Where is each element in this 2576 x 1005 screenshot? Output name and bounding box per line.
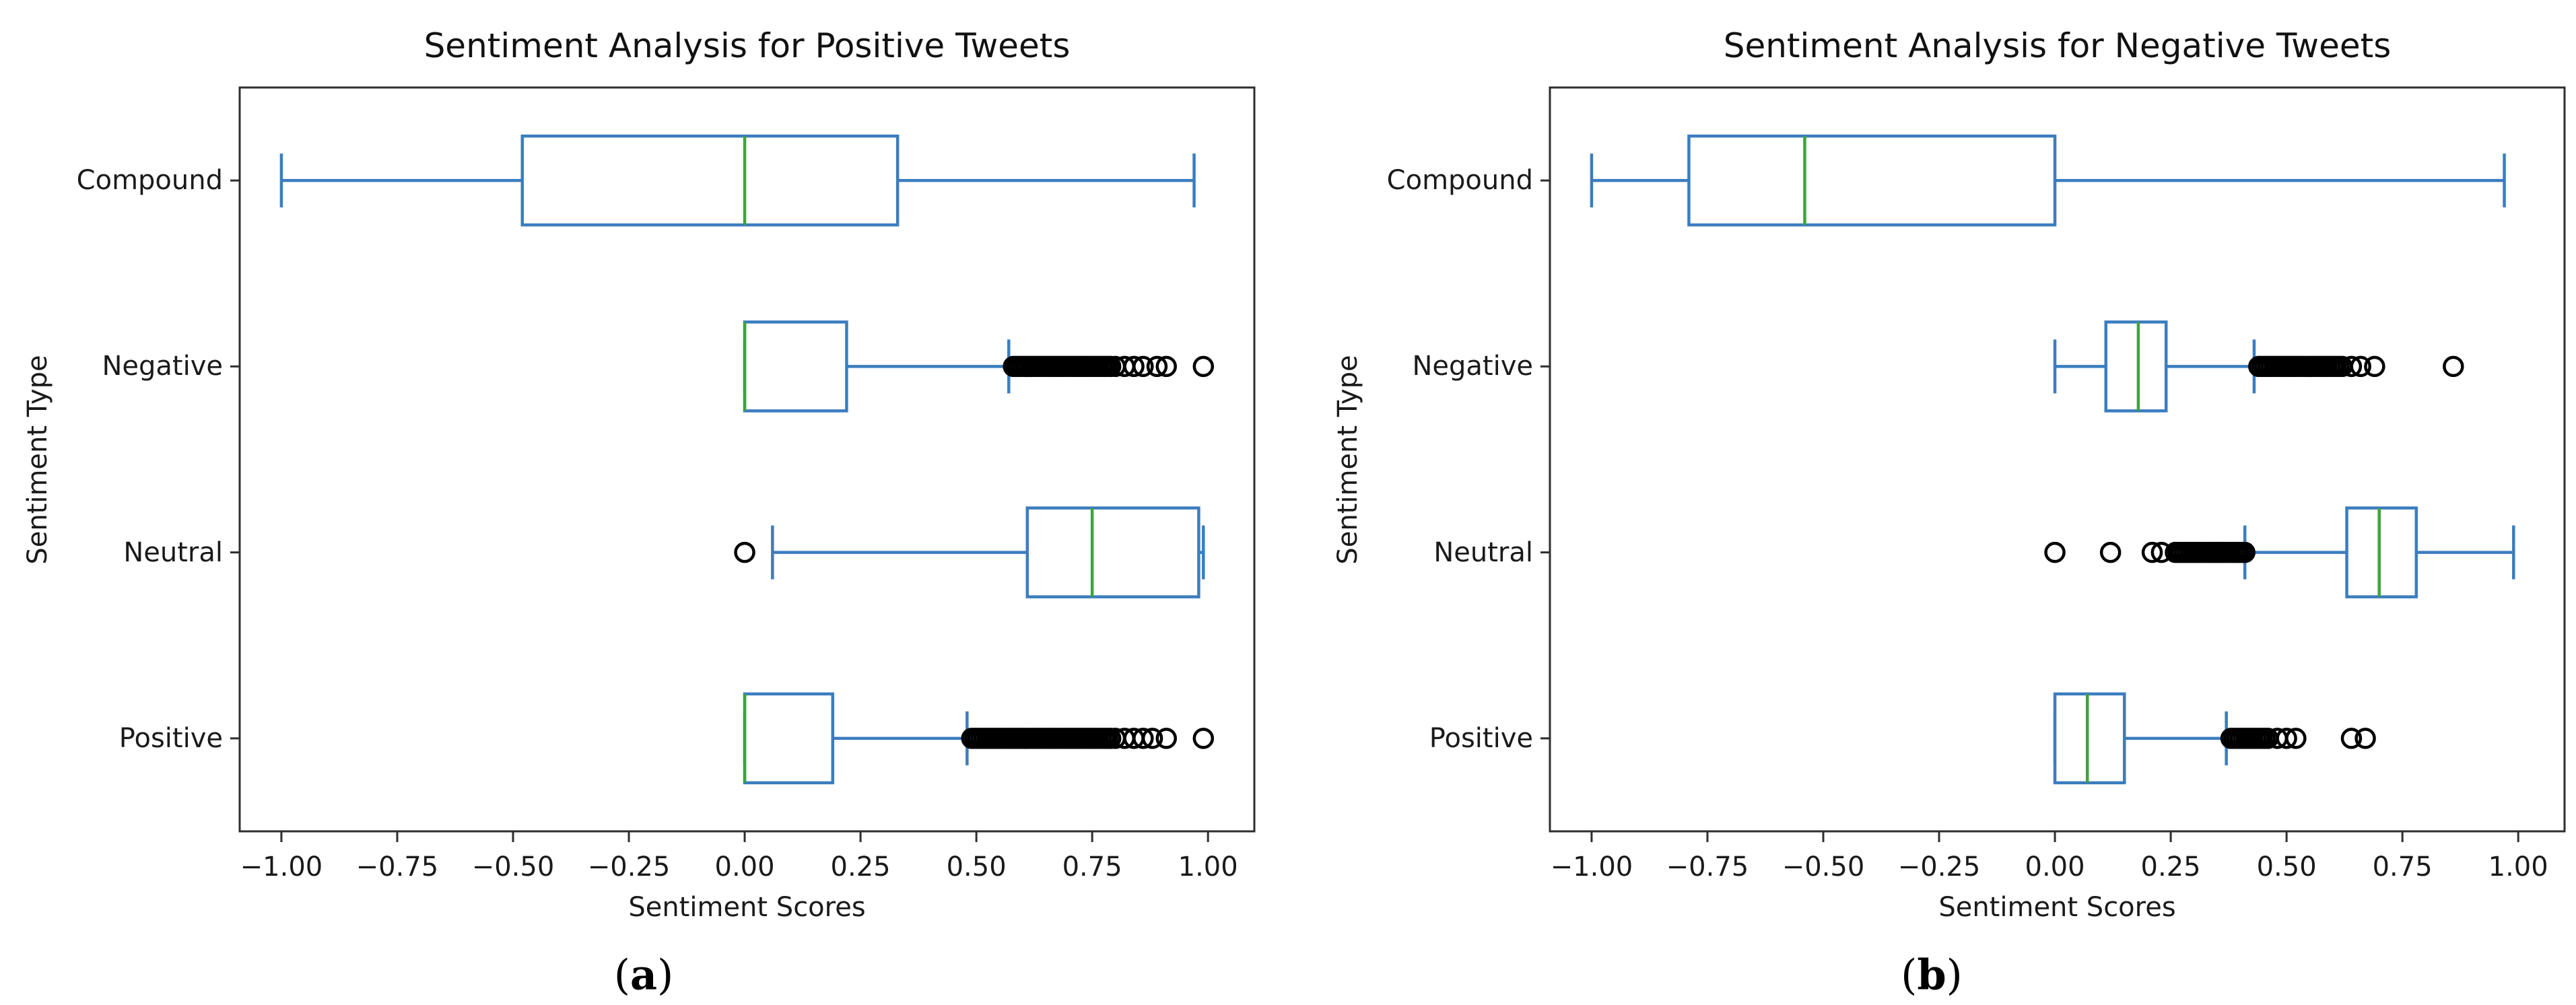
box-rect	[1025, 506, 1200, 598]
box-rect	[1687, 134, 2057, 227]
x-tick-label: 0.50	[2256, 852, 2317, 882]
x-tick-label: 0.00	[2025, 852, 2085, 882]
caption-open: (	[613, 950, 630, 1000]
x-tick-label: 0.25	[2140, 852, 2201, 882]
plot-border	[238, 86, 1256, 833]
outlier-point	[2285, 728, 2307, 749]
y-category-label: Neutral	[123, 536, 223, 568]
box-rect	[743, 320, 848, 413]
outlier-point	[2443, 355, 2464, 378]
outlier-point	[2141, 541, 2163, 563]
outlier-point	[2099, 541, 2122, 563]
chart-title: Sentiment Analysis for Negative Tweets	[1723, 26, 2392, 65]
x-axis-label: Sentiment Scores	[1938, 892, 2176, 923]
outlier-point	[1192, 355, 1215, 378]
x-tick-label: 0.00	[714, 852, 775, 882]
x-axis-label: Sentiment Scores	[628, 892, 866, 923]
x-tick-label: 0.25	[830, 852, 891, 882]
y-axis-label: Sentiment Type	[22, 354, 53, 565]
y-axis-label: Sentiment Type	[1332, 354, 1363, 565]
caption-letter: a	[630, 950, 658, 1000]
y-category-label: Positive	[1429, 722, 1533, 754]
x-tick-label: −0.75	[1666, 852, 1749, 882]
figure-caption: (a)	[614, 950, 674, 1000]
x-tick-label: −0.75	[355, 852, 439, 882]
y-category-label: Negative	[102, 351, 223, 382]
outlier-point	[1132, 355, 1154, 378]
outlier-point	[2234, 541, 2256, 563]
caption-letter: b	[1917, 950, 1946, 1000]
outlier-point	[2150, 541, 2173, 563]
y-category-label: Negative	[1412, 351, 1533, 382]
x-tick-label: −1.00	[1550, 852, 1633, 882]
outlier-point	[1146, 355, 1168, 378]
outlier-point	[2340, 355, 2363, 378]
caption-close: )	[1946, 950, 1963, 1000]
x-tick-label: −0.25	[587, 852, 671, 882]
chart-title: Sentiment Analysis for Positive Tweets	[423, 26, 1071, 65]
outlier-point	[1192, 728, 1215, 749]
x-tick-label: −0.50	[471, 852, 555, 882]
x-tick-label: 1.00	[1178, 852, 1238, 882]
x-tick-label: −1.00	[240, 852, 323, 882]
box-rect	[2053, 692, 2126, 785]
outlier-point	[2340, 728, 2363, 749]
box-rect	[520, 134, 900, 227]
box-rect	[2345, 506, 2418, 598]
x-tick-label: −0.50	[1782, 852, 1865, 882]
outlier-point	[734, 541, 755, 563]
outlier-point	[1155, 728, 1178, 749]
x-tick-label: 1.00	[2488, 852, 2548, 882]
outlier-point	[2364, 355, 2385, 378]
caption-close: )	[657, 950, 674, 1000]
outlier-point	[1141, 728, 1163, 749]
x-tick-label: 0.50	[946, 852, 1007, 882]
outlier-point	[2276, 728, 2297, 749]
outlier-point	[2350, 355, 2371, 378]
outlier-point	[1155, 355, 1178, 378]
outlier-point	[2044, 541, 2066, 563]
outlier-point	[1132, 728, 1154, 749]
x-tick-label: −0.25	[1897, 852, 1981, 882]
box-rect	[743, 692, 835, 785]
outlier-point	[2354, 728, 2376, 749]
y-category-label: Positive	[118, 722, 223, 754]
x-tick-label: 0.75	[1062, 852, 1122, 882]
x-tick-label: 0.75	[2372, 852, 2433, 882]
plot-border	[1549, 86, 2566, 833]
y-category-label: Compound	[76, 165, 223, 197]
outlier-point	[1123, 355, 1145, 378]
figure-caption: (b)	[1901, 950, 1963, 1000]
caption-open: (	[1901, 950, 1918, 1000]
y-category-label: Neutral	[1433, 536, 1533, 568]
y-category-label: Compound	[1386, 165, 1533, 197]
box-rect	[2104, 320, 2168, 413]
